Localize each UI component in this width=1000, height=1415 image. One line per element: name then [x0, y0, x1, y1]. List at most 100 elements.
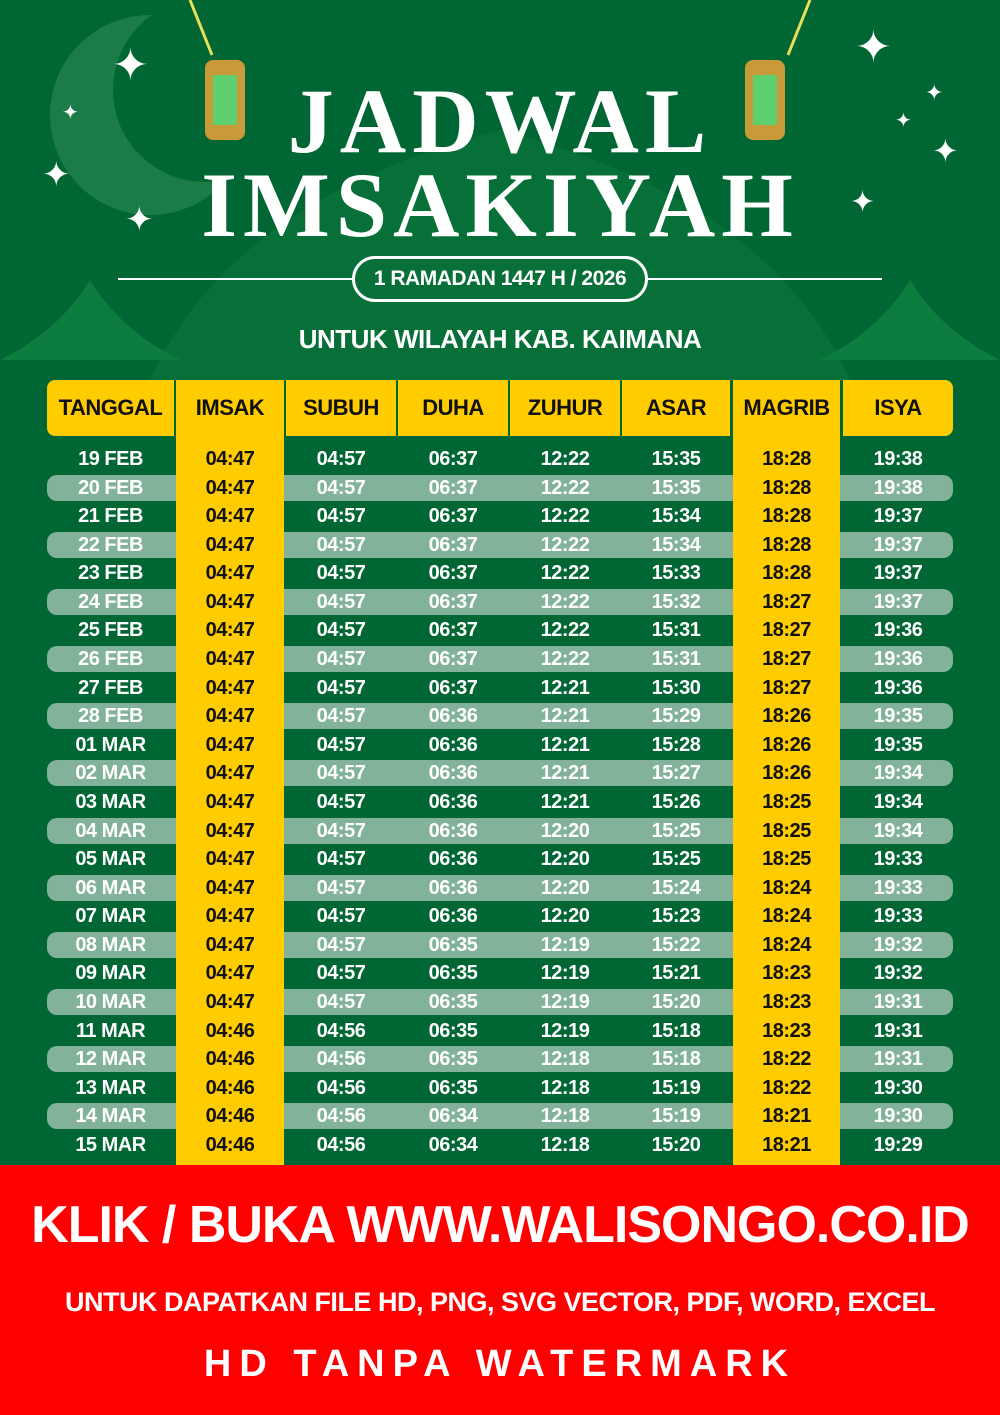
cell-magrib-text: 18:25: [762, 848, 811, 871]
cell-isya: 19:33: [843, 845, 953, 873]
cell-isya: 19:31: [843, 1045, 953, 1073]
cell-asar-text: 15:18: [651, 1019, 701, 1042]
cell-magrib: 18:28: [733, 559, 840, 587]
header-imsak: IMSAK: [176, 380, 284, 436]
cell-zuhur: 12:22: [510, 474, 620, 502]
banner-line3: HD TANPA WATERMARK: [203, 1343, 797, 1385]
cell-asar: 15:20: [622, 988, 730, 1016]
cell-imsak: 04:46: [176, 1074, 284, 1102]
cell-tanggal-text: 05 MAR: [75, 848, 146, 871]
cell-imsak: 04:46: [176, 1045, 284, 1073]
cell-isya: 19:37: [843, 588, 953, 616]
cell-isya: 19:37: [843, 502, 953, 530]
cell-tanggal: 12 MAR: [47, 1045, 174, 1073]
cell-duha-text: 06:35: [428, 1048, 478, 1071]
cell-asar-text: 15:34: [651, 505, 701, 528]
cell-duha: 06:37: [398, 674, 508, 702]
cell-asar: 15:19: [622, 1074, 730, 1102]
cell-tanggal-text: 21 FEB: [78, 505, 143, 528]
cell-tanggal: 22 FEB: [47, 531, 174, 559]
cell-duha-text: 06:36: [428, 905, 478, 928]
cell-asar-text: 15:19: [651, 1105, 701, 1128]
cell-imsak-text: 04:47: [205, 648, 255, 671]
cell-isya: 19:31: [843, 1017, 953, 1045]
highlight-column-magrib: [733, 380, 840, 1165]
cell-tanggal-text: 06 MAR: [75, 876, 146, 899]
cell-subuh: 04:57: [286, 445, 396, 473]
cell-asar: 15:24: [622, 874, 730, 902]
cell-duha: 06:36: [398, 731, 508, 759]
cell-magrib-text: 18:27: [762, 590, 811, 613]
cell-subuh-text: 04:57: [316, 962, 366, 985]
cell-zuhur-text: 12:20: [540, 905, 590, 928]
cell-zuhur-text: 12:18: [540, 1133, 590, 1156]
cell-magrib-text: 18:22: [762, 1076, 811, 1099]
cell-duha-text: 06:36: [428, 762, 478, 785]
cell-isya-text: 19:31: [873, 1048, 923, 1071]
cell-imsak-text: 04:47: [205, 448, 255, 470]
cell-asar: 15:27: [622, 759, 730, 787]
cell-imsak-text: 04:47: [205, 705, 255, 728]
region-label: UNTUK WILAYAH KAB. KAIMANA: [0, 324, 1000, 355]
cell-tanggal: 19 FEB: [47, 445, 174, 473]
cell-imsak: 04:47: [176, 445, 284, 473]
cell-isya-text: 19:36: [873, 676, 923, 699]
cell-zuhur: 12:21: [510, 674, 620, 702]
cell-tanggal-text: 23 FEB: [78, 562, 143, 585]
cell-subuh: 04:57: [286, 702, 396, 730]
cell-subuh: 04:56: [286, 1017, 396, 1045]
promo-banner: KLIK / BUKA WWW.WALISONGO.CO.ID UNTUK DA…: [0, 1165, 1000, 1415]
cell-tanggal-text: 28 FEB: [78, 705, 143, 728]
cell-magrib: 18:24: [733, 874, 840, 902]
cell-duha-text: 06:37: [428, 648, 478, 671]
cell-subuh-text: 04:57: [316, 933, 366, 956]
cell-tanggal: 06 MAR: [47, 874, 174, 902]
cell-duha-text: 06:37: [428, 590, 478, 613]
cell-tanggal-text: 20 FEB: [78, 476, 143, 499]
cell-magrib-text: 18:23: [762, 962, 811, 985]
cell-subuh: 04:57: [286, 931, 396, 959]
cell-asar-text: 15:31: [651, 648, 701, 671]
cell-magrib: 18:24: [733, 902, 840, 930]
cell-imsak: 04:47: [176, 788, 284, 816]
cell-asar-text: 15:30: [651, 676, 701, 699]
cell-subuh-text: 04:57: [316, 505, 366, 528]
divider: [118, 278, 352, 280]
cell-asar-text: 15:20: [651, 1133, 701, 1156]
cell-subuh-text: 04:57: [316, 448, 366, 470]
cell-zuhur: 12:20: [510, 902, 620, 930]
cell-isya: 19:30: [843, 1102, 953, 1130]
cell-tanggal: 23 FEB: [47, 559, 174, 587]
cell-asar-text: 15:31: [651, 619, 701, 642]
cell-duha: 06:37: [398, 559, 508, 587]
cell-subuh: 04:57: [286, 988, 396, 1016]
cell-magrib-text: 18:27: [762, 648, 811, 671]
cell-imsak: 04:46: [176, 1131, 284, 1159]
cell-tanggal: 09 MAR: [47, 959, 174, 987]
cell-imsak: 04:47: [176, 959, 284, 987]
cell-duha: 06:35: [398, 1045, 508, 1073]
cell-subuh-text: 04:57: [316, 533, 366, 556]
cell-duha-text: 06:36: [428, 876, 478, 899]
cell-isya: 19:36: [843, 674, 953, 702]
header-tanggal-text: TANGGAL: [58, 395, 163, 420]
cell-isya-text: 19:38: [873, 448, 923, 470]
cell-zuhur-text: 12:19: [540, 991, 590, 1014]
cell-tanggal: 20 FEB: [47, 474, 174, 502]
cell-isya-text: 19:30: [873, 1076, 923, 1099]
cell-imsak: 04:47: [176, 474, 284, 502]
cell-duha: 06:35: [398, 1017, 508, 1045]
cell-subuh-text: 04:57: [316, 676, 366, 699]
cell-isya-text: 19:35: [873, 733, 923, 756]
cell-subuh: 04:57: [286, 902, 396, 930]
cell-duha: 06:37: [398, 616, 508, 644]
cell-subuh: 04:57: [286, 817, 396, 845]
cell-tanggal: 26 FEB: [47, 645, 174, 673]
cell-zuhur: 12:21: [510, 759, 620, 787]
star-icon: ✦: [125, 201, 154, 239]
cell-duha-text: 06:36: [428, 848, 478, 871]
cell-duha: 06:35: [398, 1074, 508, 1102]
cell-imsak-text: 04:47: [205, 505, 255, 528]
cell-duha-text: 06:35: [428, 1076, 478, 1099]
cell-duha-text: 06:37: [428, 505, 478, 528]
